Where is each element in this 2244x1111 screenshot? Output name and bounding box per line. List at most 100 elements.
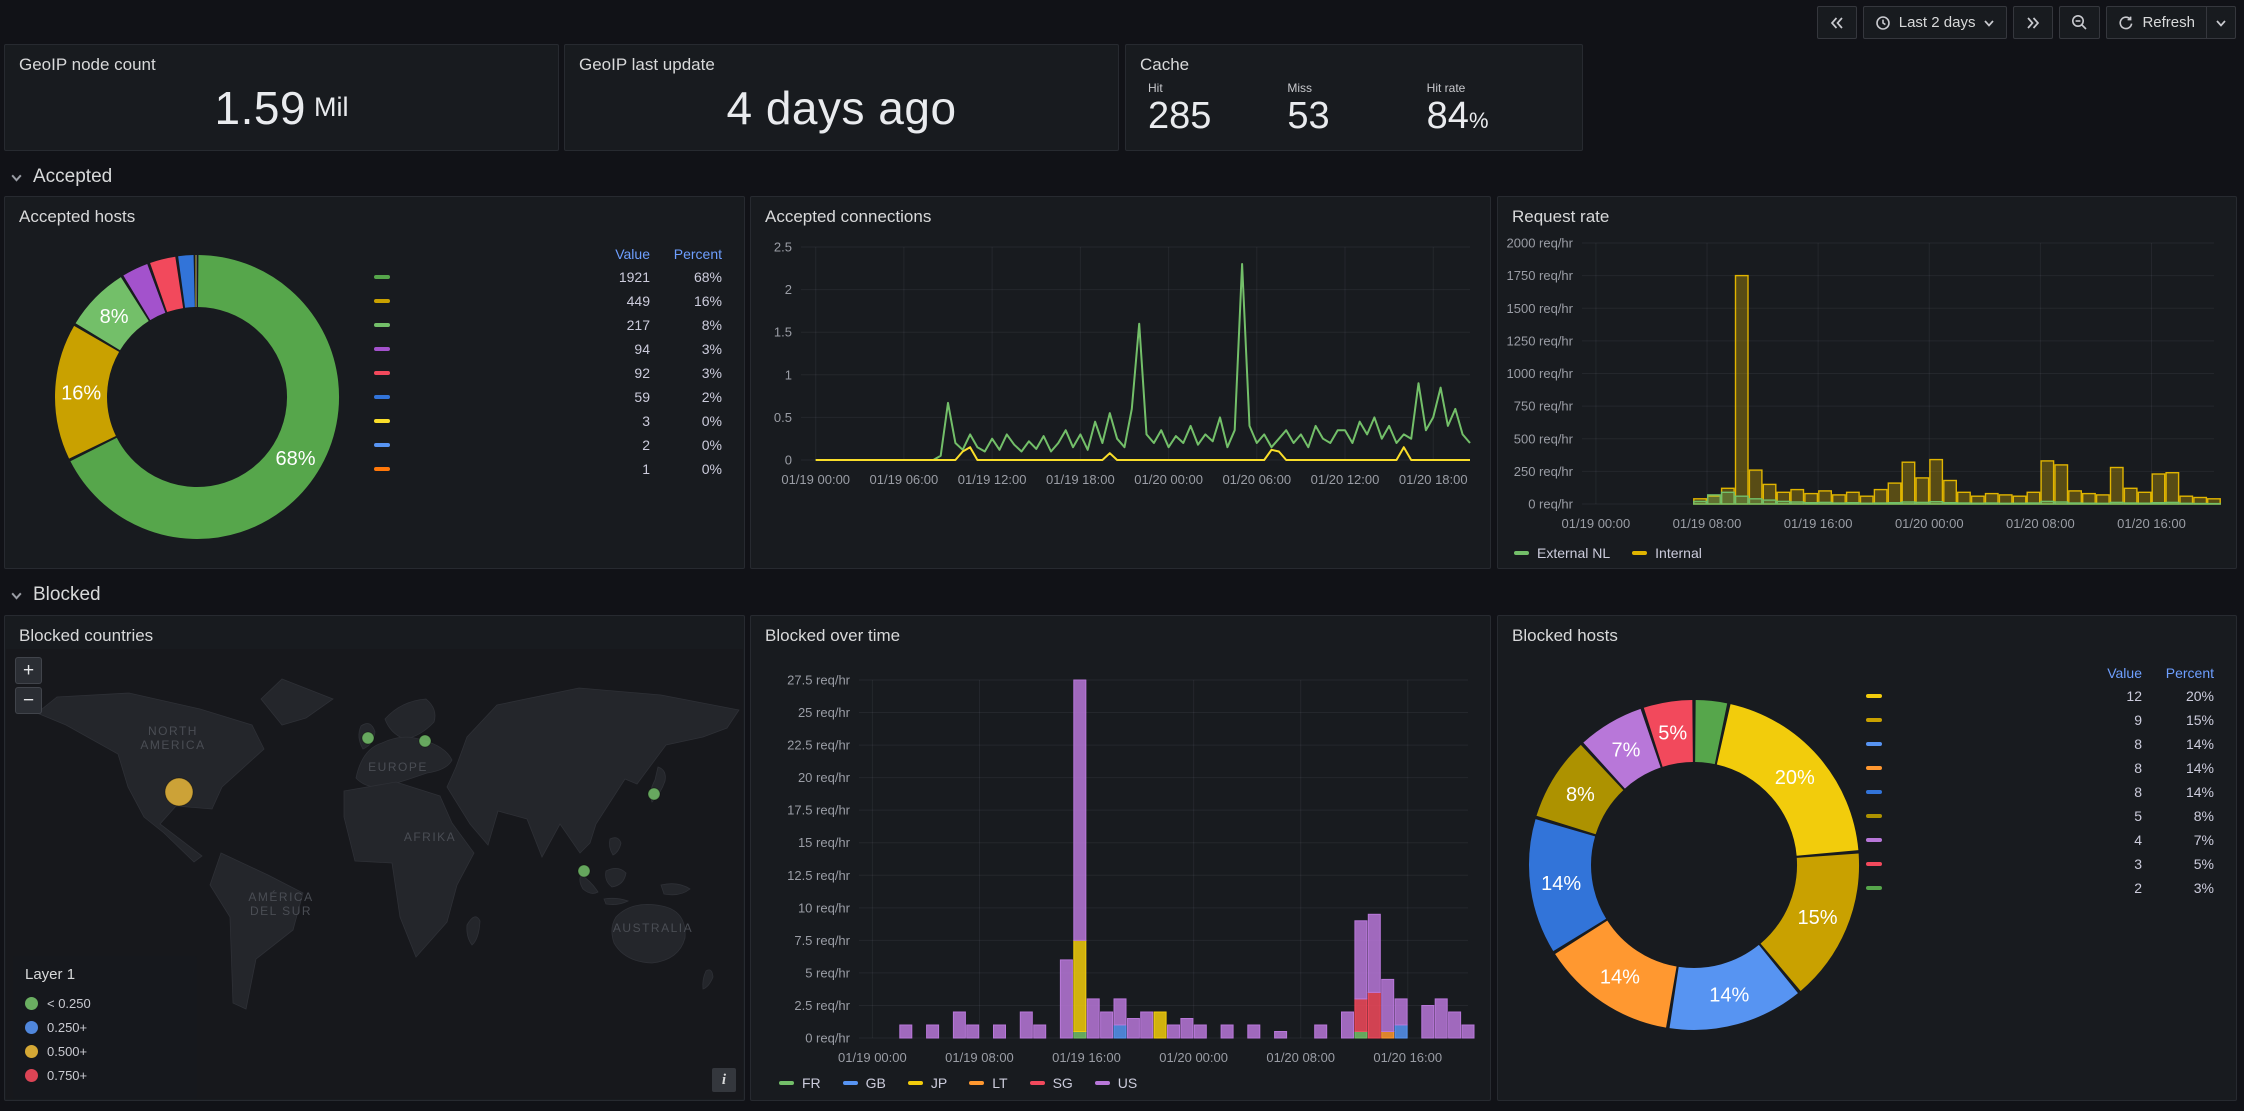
refresh-button[interactable]: Refresh [2106, 6, 2207, 39]
svg-text:01/19 16:00: 01/19 16:00 [1784, 516, 1853, 531]
legend-row[interactable]: 8 14% [1866, 732, 2214, 756]
time-shift-back-button[interactable] [1816, 6, 1857, 39]
svg-text:1500 req/hr: 1500 req/hr [1507, 301, 1574, 316]
stat-label: Hit rate [1426, 80, 1466, 95]
svg-text:20 req/hr: 20 req/hr [798, 770, 851, 785]
time-shift-forward-button[interactable] [2013, 6, 2054, 39]
svg-text:01/19 06:00: 01/19 06:00 [870, 472, 939, 487]
stat-label: Hit [1148, 80, 1163, 95]
panel-title: Accepted hosts [19, 207, 136, 226]
donut-slice-label: 14% [1600, 967, 1640, 989]
svg-text:7.5 req/hr: 7.5 req/hr [794, 933, 850, 948]
svg-text:15 req/hr: 15 req/hr [798, 835, 851, 850]
donut-slice-label: 16% [61, 383, 101, 405]
legend-row[interactable]: 8 14% [1866, 756, 2214, 780]
legend-row[interactable]: 217 8% [374, 313, 722, 337]
dashboard-toolbar: Last 2 days Refresh [1816, 6, 2236, 39]
legend-item[interactable]: External NL [1514, 545, 1610, 561]
legend-row[interactable]: 9 15% [1866, 708, 2214, 732]
svg-text:01/19 12:00: 01/19 12:00 [958, 472, 1027, 487]
donut-chart: 68% 16% 8% [55, 254, 340, 539]
legend-item[interactable]: SG [1029, 1075, 1073, 1091]
legend-row[interactable]: 8 14% [1866, 780, 2214, 804]
svg-text:12.5 req/hr: 12.5 req/hr [787, 868, 851, 883]
time-range-picker[interactable]: Last 2 days [1862, 6, 2008, 39]
donut-slice-label: 15% [1797, 907, 1837, 929]
legend-row[interactable]: 1921 68% [374, 265, 722, 289]
zoom-out-button[interactable] [2059, 6, 2101, 39]
map-legend-title: Layer 1 [25, 966, 76, 983]
panel-geoip-last-update: GeoIP last update 4 days ago [564, 44, 1119, 151]
clock-icon [1875, 15, 1890, 30]
chart-legend: FR GB JP LT SG US [779, 1075, 1137, 1091]
donut-slice-label: 8% [100, 306, 129, 328]
legend-row[interactable]: 5 8% [1866, 804, 2214, 828]
svg-text:01/20 16:00: 01/20 16:00 [2117, 516, 2186, 531]
legend-item[interactable]: LT [969, 1075, 1008, 1091]
stat-value: 4 days ago [565, 45, 1118, 150]
svg-text:AFRIKA: AFRIKA [404, 830, 456, 844]
donut-legend: Value Percent 1921 68% 449 16% 217 8% 94 3% 92 3% 59… [374, 243, 722, 481]
legend-item[interactable]: FR [779, 1075, 821, 1091]
panel-title: GeoIP last update [579, 55, 715, 74]
cache-stats: Hit 285 Miss 53 Hit rate 84% [1148, 79, 1566, 138]
stat-number: 1.59 [214, 81, 307, 134]
legend-header: Value Percent [615, 246, 722, 262]
map-zoom-in-button[interactable]: + [15, 657, 42, 684]
time-series-chart: 0 0.5 1 1.5 2 2.5 01/19 00:00 01/19 06:00 01/19 … [774, 240, 1471, 487]
refresh-label: Refresh [2142, 14, 2195, 31]
svg-text:1000 req/hr: 1000 req/hr [1507, 366, 1574, 381]
donut-slice-label: 5% [1658, 723, 1687, 745]
legend-item[interactable]: GB [842, 1075, 886, 1091]
map-legend-item: 0.750+ [25, 1063, 185, 1087]
panel-title: Request rate [1512, 207, 1610, 226]
map-info-button[interactable]: i [712, 1068, 736, 1092]
legend-item[interactable]: US [1094, 1075, 1137, 1091]
svg-text:01/19 00:00: 01/19 00:00 [781, 472, 850, 487]
svg-text:01/20 08:00: 01/20 08:00 [1266, 1050, 1335, 1065]
svg-text:0 req/hr: 0 req/hr [805, 1031, 850, 1046]
chevron-down-icon [11, 174, 22, 182]
svg-text:1750 req/hr: 1750 req/hr [1507, 268, 1574, 283]
legend-row[interactable]: 59 2% [374, 385, 722, 409]
legend-item[interactable]: JP [907, 1075, 947, 1091]
legend-row[interactable]: 12 20% [1866, 684, 2214, 708]
legend-row[interactable]: 2 3% [1866, 876, 2214, 900]
svg-text:2000 req/hr: 2000 req/hr [1507, 236, 1574, 251]
map-layer-legend: Layer 1 < 0.250 0.250+ 0.500+ 0.750+ [13, 956, 197, 1099]
row-header-blocked[interactable]: Blocked [10, 581, 101, 609]
legend-row[interactable]: 3 5% [1866, 852, 2214, 876]
row-header-accepted[interactable]: Accepted [10, 163, 112, 191]
section-label: Accepted [33, 166, 113, 187]
legend-item[interactable]: Internal [1632, 545, 1702, 561]
svg-text:01/19 18:00: 01/19 18:00 [1046, 472, 1115, 487]
legend-header: Value Percent [2107, 665, 2214, 681]
svg-text:1: 1 [785, 367, 792, 382]
map-zoom-out-button[interactable]: − [15, 687, 42, 714]
svg-text:500 req/hr: 500 req/hr [1514, 431, 1574, 446]
legend-row[interactable]: 2 0% [374, 433, 722, 457]
legend-row[interactable]: 94 3% [374, 337, 722, 361]
panel-cache: Cache Hit 285 Miss 53 Hit rate 84% [1125, 44, 1583, 151]
donut-legend: Value Percent 12 20% 9 15% 8 14% 8 14% 8 14% 5 8% 4 7% 3… [1866, 662, 2214, 900]
time-series-chart: 0 req/hr 250 req/hr 500 req/hr 750 req/hr 10… [1507, 236, 2221, 531]
refresh-interval-dropdown[interactable] [2206, 6, 2236, 39]
section-label: Blocked [33, 584, 101, 605]
svg-text:01/19 16:00: 01/19 16:00 [1052, 1050, 1121, 1065]
donut-slice-label: 68% [275, 448, 315, 470]
legend-row[interactable]: 449 16% [374, 289, 722, 313]
svg-text:01/19 00:00: 01/19 00:00 [838, 1050, 907, 1065]
svg-text:0 req/hr: 0 req/hr [1528, 497, 1573, 512]
panel-title: Blocked hosts [1512, 626, 1618, 645]
legend-row[interactable]: 4 7% [1866, 828, 2214, 852]
stat-number: 53 [1287, 94, 1330, 137]
svg-text:EUROPE: EUROPE [368, 760, 428, 774]
legend-row[interactable]: 1 0% [374, 457, 722, 481]
cache-miss: Miss 53 [1287, 79, 1426, 138]
legend-row[interactable]: 92 3% [374, 361, 722, 385]
svg-text:01/20 08:00: 01/20 08:00 [2006, 516, 2075, 531]
stat-number: 4 days ago [726, 81, 957, 134]
refresh-icon [2119, 15, 2133, 29]
legend-row[interactable]: 3 0% [374, 409, 722, 433]
stat-number: 84% [1426, 94, 1489, 137]
